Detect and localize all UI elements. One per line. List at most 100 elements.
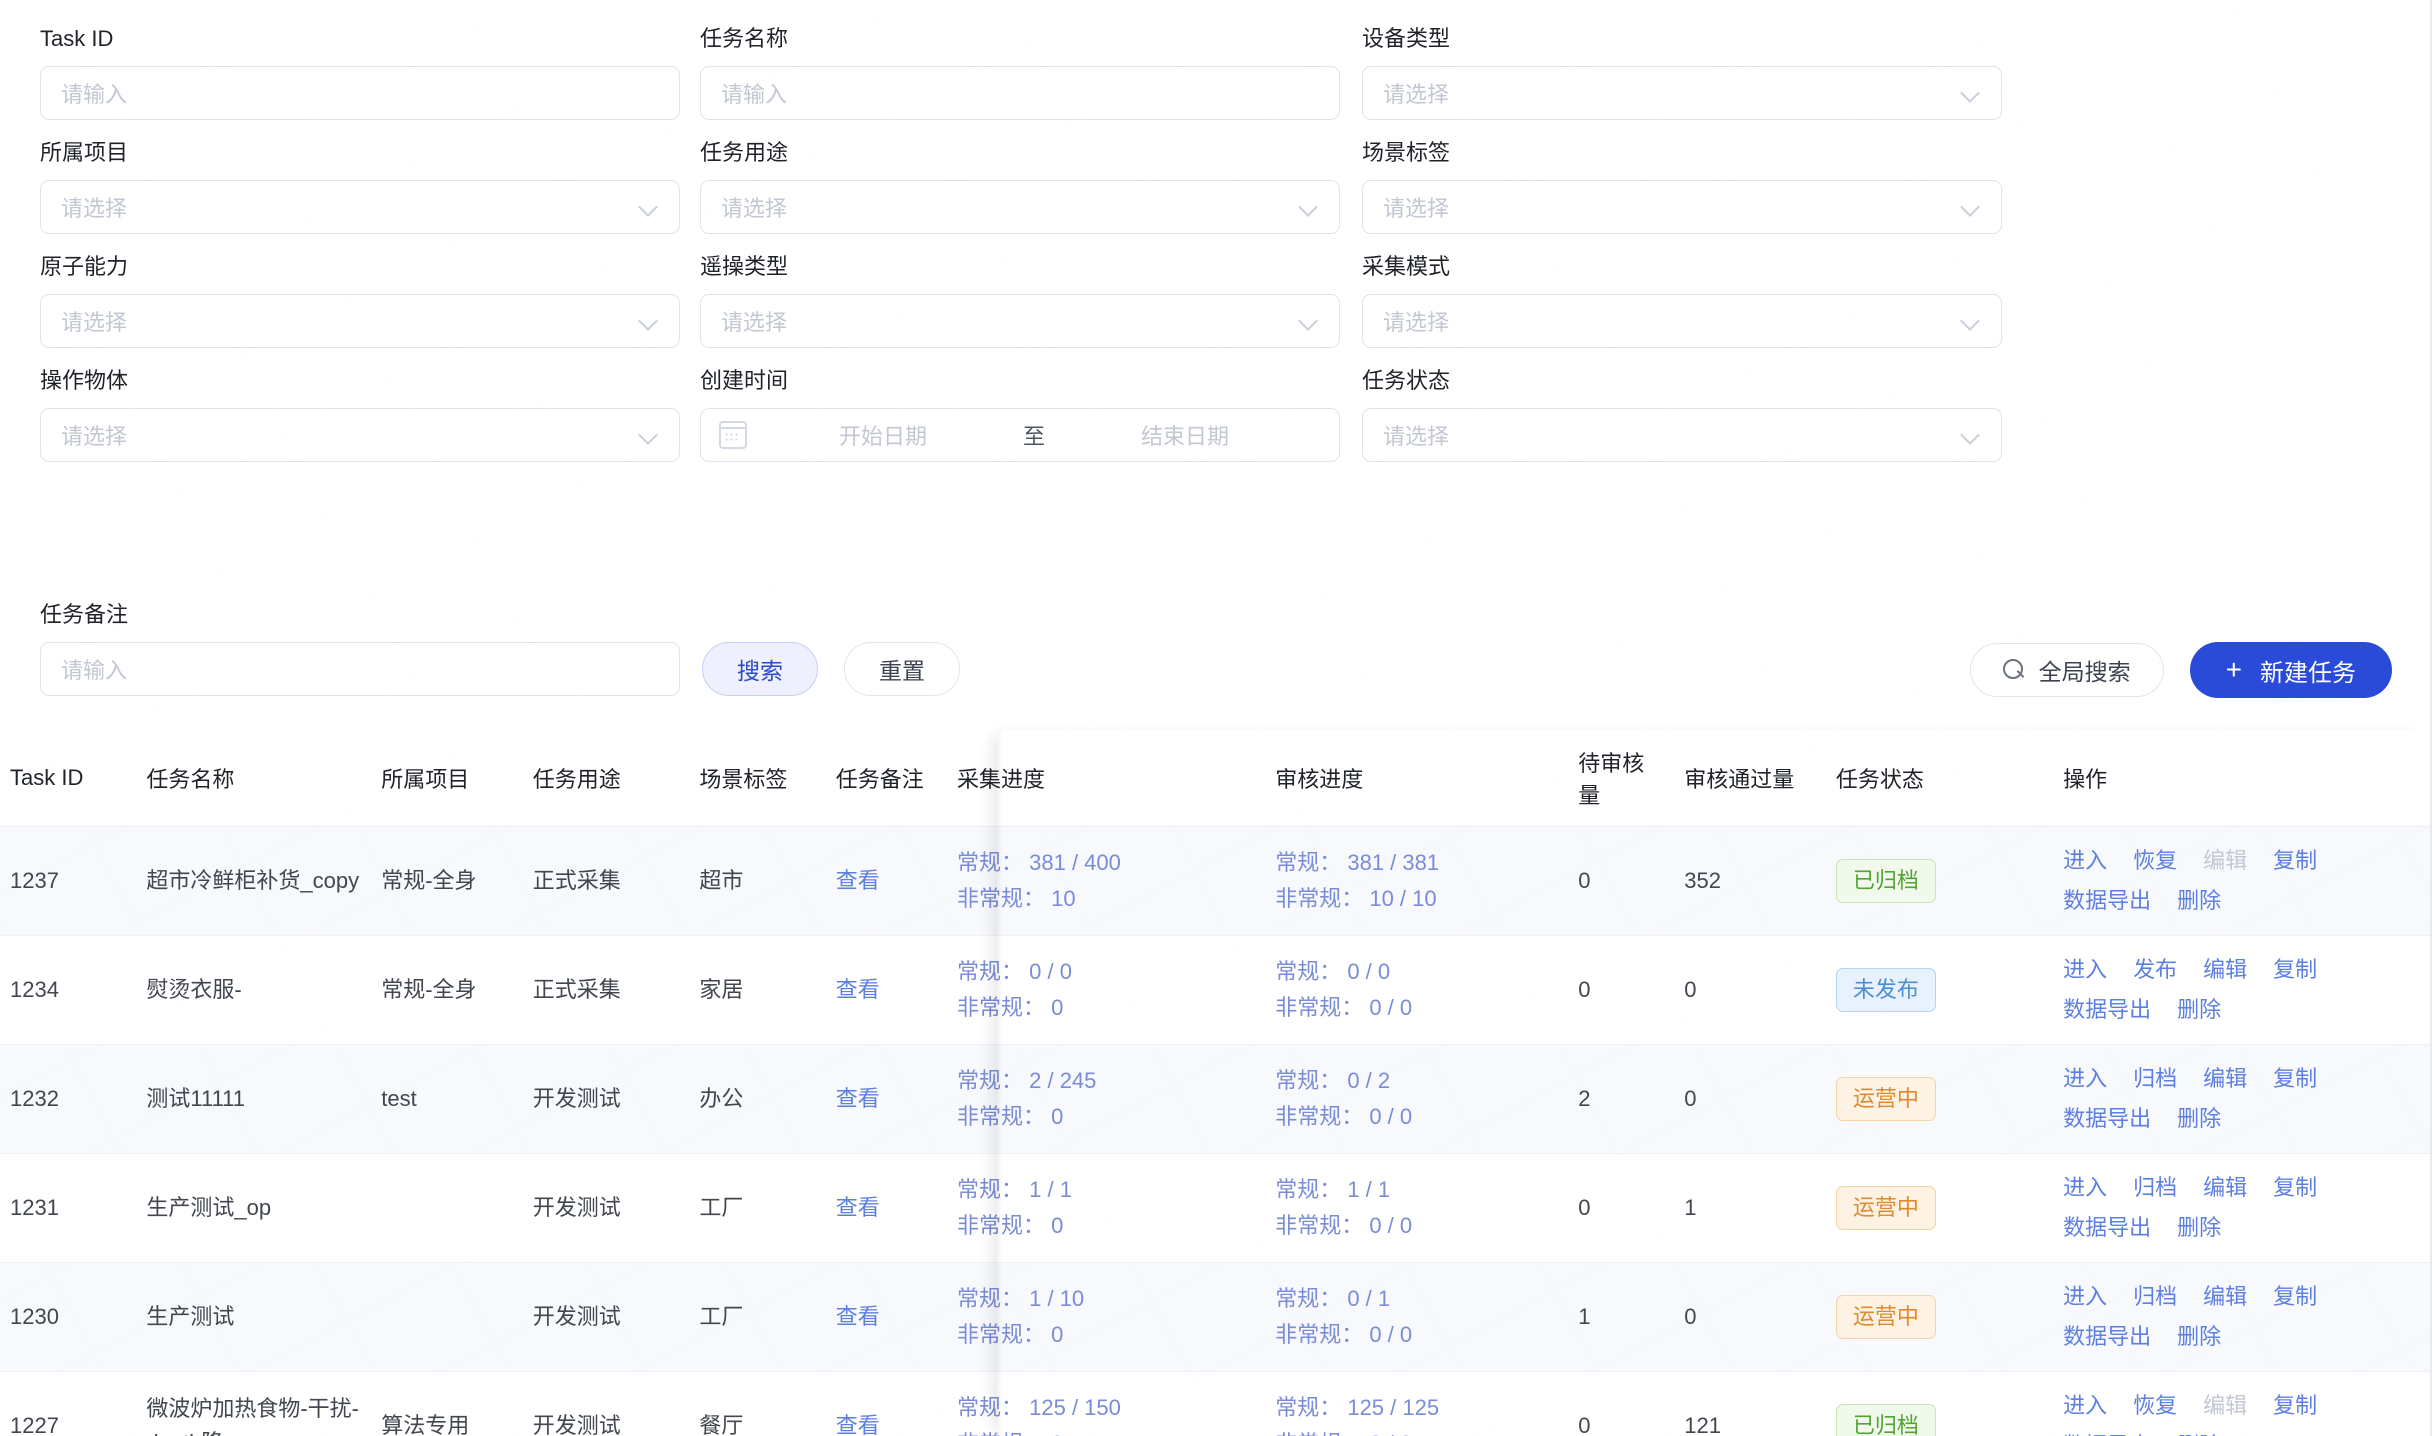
table-header-remark: 任务备注 (825, 730, 947, 827)
action-link[interactable]: 删除 (2177, 1426, 2221, 1436)
id-value: 1231 (10, 1194, 59, 1220)
table-row[interactable]: 1227 微波炉加热食物-干扰-depth降… 算法专用 开发测试 餐厅 查看 常规： 12… (0, 1371, 2432, 1436)
operated-object-select[interactable]: 请选择 (40, 408, 680, 462)
passed-value: 1 (1684, 1194, 1697, 1220)
field-device-type: 设备类型 请选择 (1362, 24, 2002, 120)
task-name-input[interactable]: 请输入 (700, 66, 1340, 120)
task-id-input[interactable]: 请输入 (40, 66, 680, 120)
teleop-type-select[interactable]: 请选择 (700, 294, 1340, 348)
action-link[interactable]: 数据导出 (2063, 996, 2152, 1022)
passed-value: 352 (1684, 867, 1722, 893)
chevron-down-icon (1299, 197, 1319, 217)
action-link[interactable]: 数据导出 (2063, 1426, 2151, 1436)
cell-project: test (371, 1044, 523, 1154)
cell-pending: 0 (1568, 1371, 1675, 1436)
id-value: 1234 (10, 976, 59, 1002)
action-link[interactable]: 数据导出 (2063, 887, 2152, 913)
action-link[interactable]: 编辑 (2203, 1283, 2248, 1309)
action-link[interactable]: 归档 (2133, 1065, 2178, 1091)
action-link[interactable]: 编辑 (2203, 1065, 2248, 1091)
action-link[interactable]: 编辑 (2203, 1174, 2248, 1200)
task-status-select[interactable]: 请选择 (1362, 408, 2002, 462)
new-task-button[interactable]: + 新建任务 (2189, 642, 2392, 698)
action-link[interactable]: 复制 (2273, 956, 2318, 982)
review-normal-label: 常规： (1275, 1176, 1342, 1202)
action-link[interactable]: 数据导出 (2063, 1214, 2152, 1240)
action-link[interactable]: 归档 (2133, 1174, 2178, 1200)
capture-abnormal-line: 非常规： 0 (957, 1317, 1255, 1353)
field-task-purpose: 任务用途 请选择 (700, 138, 1340, 234)
table-header-ops: 操作 (2053, 730, 2432, 827)
action-link[interactable]: 进入 (2063, 956, 2108, 982)
task-table-scroll[interactable]: Task ID 任务名称 所属项目 任务用途 场景标签 任务备注 采集进度 审核进度 待审核量审… (0, 730, 2432, 1436)
capture-abnormal-label: 非常规： (957, 1431, 1045, 1436)
action-link[interactable]: 进入 (2063, 1283, 2108, 1309)
review-abnormal-value: 0 / 0 (1369, 1212, 1413, 1238)
cell-name: 熨烫衣服- (136, 935, 372, 1045)
project-select[interactable]: 请选择 (40, 180, 680, 234)
new-task-label: 新建任务 (2260, 659, 2356, 687)
action-link[interactable]: 数据导出 (2063, 1105, 2152, 1131)
create-time-end-input[interactable]: 结束日期 (1141, 424, 1230, 449)
capture-abnormal-label: 非常规： (956, 994, 1045, 1020)
remark-value[interactable]: 查看 (835, 867, 880, 893)
table-row[interactable]: 1231 生产测试_op 开发测试 工厂 查看 常规： 1 / 1 非常规： 0 常规： 1 … (0, 1153, 2432, 1263)
table-row[interactable]: 1237 超市冷鲜柜补货_copy 常规-全身 正式采集 超市 查看 常规： 381 / 4… (0, 826, 2432, 936)
cell-remark: 查看 (825, 1153, 947, 1263)
action-link[interactable]: 复制 (2273, 1392, 2318, 1418)
atomic-capability-select[interactable]: 请选择 (40, 294, 680, 348)
capture-abnormal-label: 非常规： (956, 1103, 1045, 1129)
table-row[interactable]: 1230 生产测试 开发测试 工厂 查看 常规： 1 / 10 非常规： 0 常规： 0 / … (0, 1262, 2432, 1372)
action-link[interactable]: 复制 (2273, 1065, 2318, 1091)
remark-value[interactable]: 查看 (835, 976, 880, 1002)
create-time-daterange[interactable]: 开始日期 至 结束日期 (700, 408, 1340, 462)
action-link[interactable]: 删除 (2177, 887, 2222, 913)
device-type-select[interactable]: 请选择 (1362, 66, 2002, 120)
remark-value[interactable]: 查看 (835, 1303, 880, 1329)
action-link[interactable]: 发布 (2133, 956, 2178, 982)
action-link[interactable]: 进入 (2063, 1174, 2108, 1200)
action-link[interactable]: 复制 (2273, 847, 2318, 873)
action-link[interactable]: 数据导出 (2063, 1323, 2152, 1349)
pending-value: 0 (1578, 1412, 1591, 1436)
action-link[interactable]: 删除 (2177, 1323, 2222, 1349)
reset-button[interactable]: 重置 (844, 642, 960, 696)
remark-value[interactable]: 查看 (835, 1412, 880, 1436)
filter-form: Task ID 请输入 任务名称 请输入 设备类型 请选择 所属项目 请选择 任务用途 请选择 场景… (0, 0, 2432, 480)
status-badge: 运营中 (1835, 1294, 1936, 1339)
action-link[interactable]: 进入 (2063, 1065, 2108, 1091)
scene-value: 工厂 (699, 1194, 744, 1220)
action-link[interactable]: 复制 (2273, 1283, 2318, 1309)
action-link[interactable]: 复制 (2273, 1174, 2318, 1200)
action-link[interactable]: 进入 (2063, 1392, 2108, 1418)
row-actions: 进入 归档 编辑 复制数据导出 删除 (2063, 1277, 2422, 1357)
action-link[interactable]: 恢复 (2133, 847, 2178, 873)
collection-mode-select[interactable]: 请选择 (1362, 294, 2002, 348)
action-link[interactable]: 恢复 (2133, 1392, 2178, 1418)
action-link[interactable]: 删除 (2177, 996, 2222, 1022)
table-row[interactable]: 1234 熨烫衣服- 常规-全身 正式采集 家居 查看 常规： 0 / 0 非常规： 0 常规：… (0, 935, 2432, 1045)
cell-ops: 进入 发布 编辑 复制数据导出 删除 (2053, 935, 2432, 1045)
action-link[interactable]: 进入 (2063, 847, 2108, 873)
review-abnormal-value: 0 / 0 (1369, 994, 1413, 1020)
scene-tag-select[interactable]: 请选择 (1362, 180, 2002, 234)
action-link[interactable]: 归档 (2133, 1283, 2178, 1309)
create-time-start-input[interactable]: 开始日期 (838, 424, 927, 449)
chevron-down-icon (639, 311, 659, 331)
field-label-task-status: 任务状态 (1362, 368, 1451, 393)
review-abnormal-label: 非常规： (1275, 1431, 1363, 1436)
action-link[interactable]: 编辑 (2203, 956, 2248, 982)
global-search-button[interactable]: 全局搜索 (1969, 643, 2164, 697)
task-remark-input[interactable]: 请输入 (40, 642, 680, 696)
cell-name: 微波炉加热食物-干扰-depth降… (136, 1371, 372, 1436)
table-row[interactable]: 1232 测试11111 test 开发测试 办公 查看 常规： 2 / 245 非常规： 0… (0, 1044, 2432, 1154)
action-link[interactable]: 删除 (2177, 1105, 2222, 1131)
task-purpose-select[interactable]: 请选择 (700, 180, 1340, 234)
cell-remark: 查看 (825, 1262, 947, 1372)
remark-value[interactable]: 查看 (835, 1194, 880, 1220)
action-link[interactable]: 删除 (2177, 1214, 2222, 1240)
cell-id: 1227 (0, 1371, 137, 1436)
search-button[interactable]: 搜索 (702, 642, 818, 696)
remark-value[interactable]: 查看 (835, 1085, 880, 1111)
